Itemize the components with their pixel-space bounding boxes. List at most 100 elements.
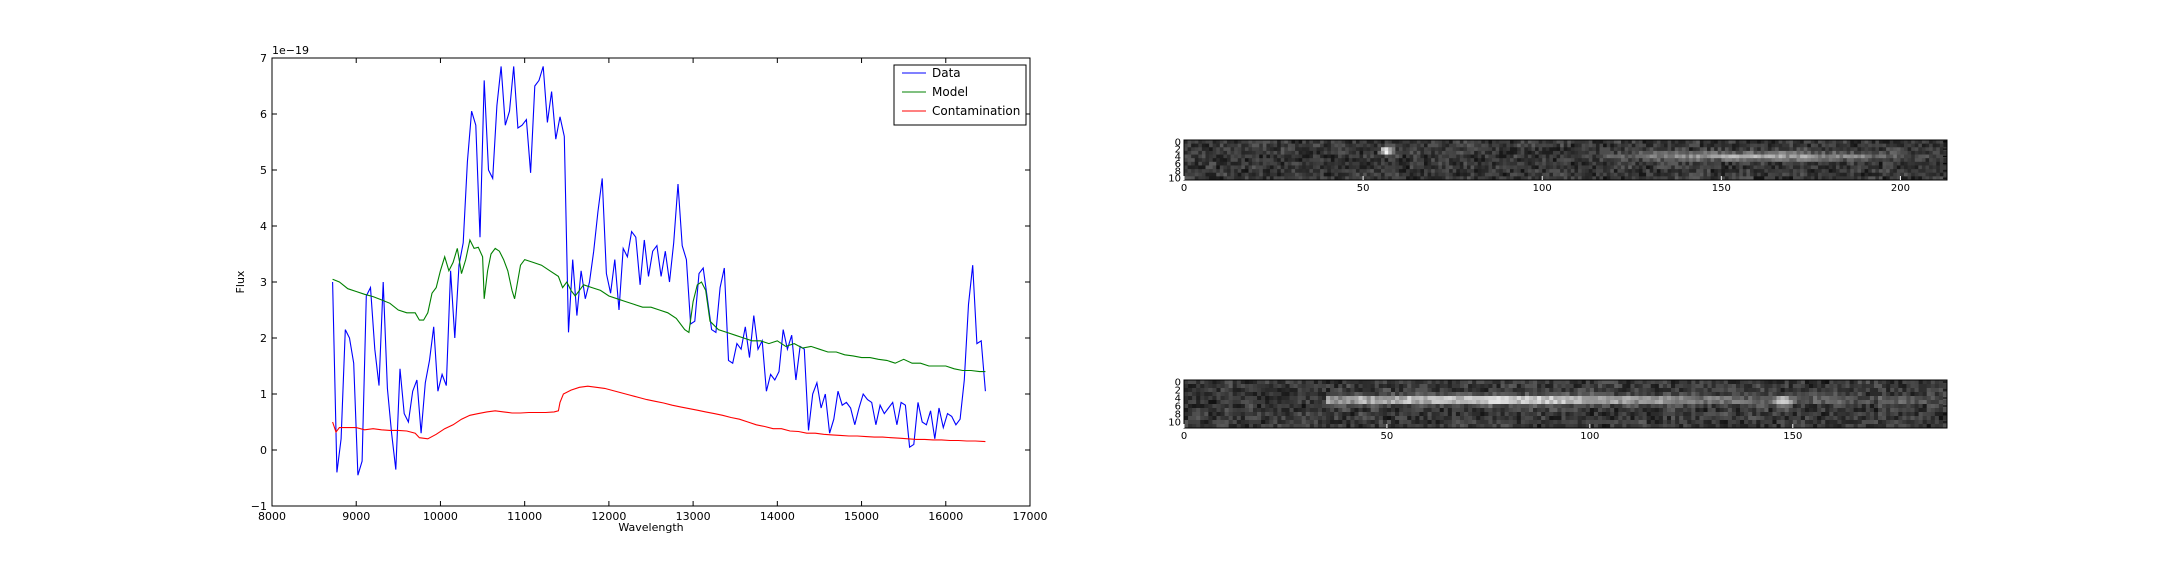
image-pixel <box>1771 150 1776 155</box>
image-pixel <box>1557 412 1562 417</box>
image-pixel <box>1818 165 1823 170</box>
image-pixel <box>1868 176 1873 181</box>
image-pixel <box>1284 150 1289 155</box>
image-pixel <box>1488 392 1493 397</box>
image-pixel <box>1327 154 1332 159</box>
image-pixel <box>1504 396 1510 401</box>
image-pixel <box>1595 172 1600 177</box>
legend-label-contamination: Contamination <box>932 104 1020 118</box>
image-pixel <box>1341 165 1346 170</box>
image-pixel <box>1829 400 1834 405</box>
image-pixel <box>1338 380 1343 385</box>
image-pixel <box>1865 400 1871 405</box>
image-pixel <box>1384 140 1389 145</box>
image-pixel <box>1606 384 1611 389</box>
image-pixel <box>1484 140 1489 145</box>
image-pixel <box>1809 424 1814 429</box>
image-pixel <box>1474 143 1479 148</box>
image-pixel <box>1342 420 1347 425</box>
image-pixel <box>1549 172 1554 177</box>
image-pixel <box>1354 420 1359 425</box>
image-pixel <box>1664 143 1668 148</box>
image-pixel <box>1695 404 1700 409</box>
image-pixel <box>1406 147 1411 152</box>
image-pixel <box>1434 140 1439 145</box>
image-pixel <box>1934 392 1940 397</box>
image-pixel <box>1481 154 1486 159</box>
image-pixel <box>1370 143 1375 148</box>
image-pixel <box>1438 172 1443 177</box>
image-pixel <box>1654 408 1660 413</box>
image-pixel <box>1679 396 1684 401</box>
image-pixel <box>1439 388 1445 393</box>
image-pixel <box>1355 169 1360 174</box>
image-pixel <box>1679 420 1684 425</box>
image-pixel <box>1907 150 1912 155</box>
image-pixel <box>1817 384 1822 389</box>
image-pixel <box>1538 161 1543 166</box>
image-pixel <box>1707 404 1713 409</box>
image-pixel <box>1541 388 1546 393</box>
image-pixel <box>1853 408 1859 413</box>
image-pixel <box>1646 140 1651 145</box>
image-pixel <box>1746 147 1751 152</box>
image-pixel <box>1409 154 1414 159</box>
image-pixel <box>1577 424 1583 429</box>
image-pixel <box>1869 392 1875 397</box>
image-pixel <box>1224 380 1230 385</box>
image-pixel <box>1757 147 1762 152</box>
image-pixel <box>1715 380 1721 385</box>
image-pixel <box>1326 416 1331 421</box>
image-pixel <box>1864 158 1869 163</box>
image-pixel <box>1338 384 1343 389</box>
image-pixel <box>1298 165 1303 170</box>
image-pixel <box>1782 158 1787 163</box>
image-pixel <box>1846 150 1851 155</box>
image-pixel <box>1918 404 1924 409</box>
image-pixel <box>1760 404 1765 409</box>
image-pixel <box>1671 176 1676 181</box>
image-pixel <box>1553 412 1558 417</box>
image-pixel <box>1922 392 1928 397</box>
image-pixel <box>1277 172 1282 177</box>
image-pixel <box>1656 140 1661 145</box>
image-pixel <box>1359 150 1364 155</box>
image-pixel <box>1374 396 1380 401</box>
image-pixel <box>1338 165 1343 170</box>
image-pixel <box>1520 420 1526 425</box>
image-pixel <box>1882 400 1887 405</box>
image-pixel <box>1764 176 1769 181</box>
image-pixel <box>1911 161 1916 166</box>
image-pixel <box>1649 172 1654 177</box>
image-pixel <box>1918 424 1924 429</box>
image-pixel <box>1857 416 1863 421</box>
image-pixel <box>1277 169 1282 174</box>
image-pixel <box>1508 384 1514 389</box>
image-pixel <box>1553 396 1558 401</box>
image-pixel <box>1810 161 1815 166</box>
image-pixel <box>1624 150 1629 155</box>
image-pixel <box>1474 172 1479 177</box>
image-pixel <box>1484 424 1489 429</box>
image-pixel <box>1841 420 1846 425</box>
image-pixel <box>1424 161 1428 166</box>
image-pixel <box>1914 161 1919 166</box>
image-pixel <box>1900 150 1905 155</box>
image-pixel <box>1209 147 1214 152</box>
image-pixel <box>1363 143 1368 148</box>
y-tick-label: 4 <box>1175 152 1181 163</box>
image-pixel <box>1395 165 1400 170</box>
image-pixel <box>1934 400 1940 405</box>
image-pixel <box>1896 147 1901 152</box>
image-pixel <box>1865 392 1871 397</box>
image-pixel <box>1187 176 1192 181</box>
image-pixel <box>1650 380 1656 385</box>
image-pixel <box>1557 392 1562 397</box>
image-pixel <box>1209 161 1214 166</box>
image-pixel <box>1606 392 1611 397</box>
image-pixel <box>1728 176 1733 181</box>
image-pixel <box>1542 165 1547 170</box>
image-pixel <box>1456 165 1461 170</box>
image-pixel <box>1441 140 1446 145</box>
image-pixel <box>1934 420 1940 425</box>
